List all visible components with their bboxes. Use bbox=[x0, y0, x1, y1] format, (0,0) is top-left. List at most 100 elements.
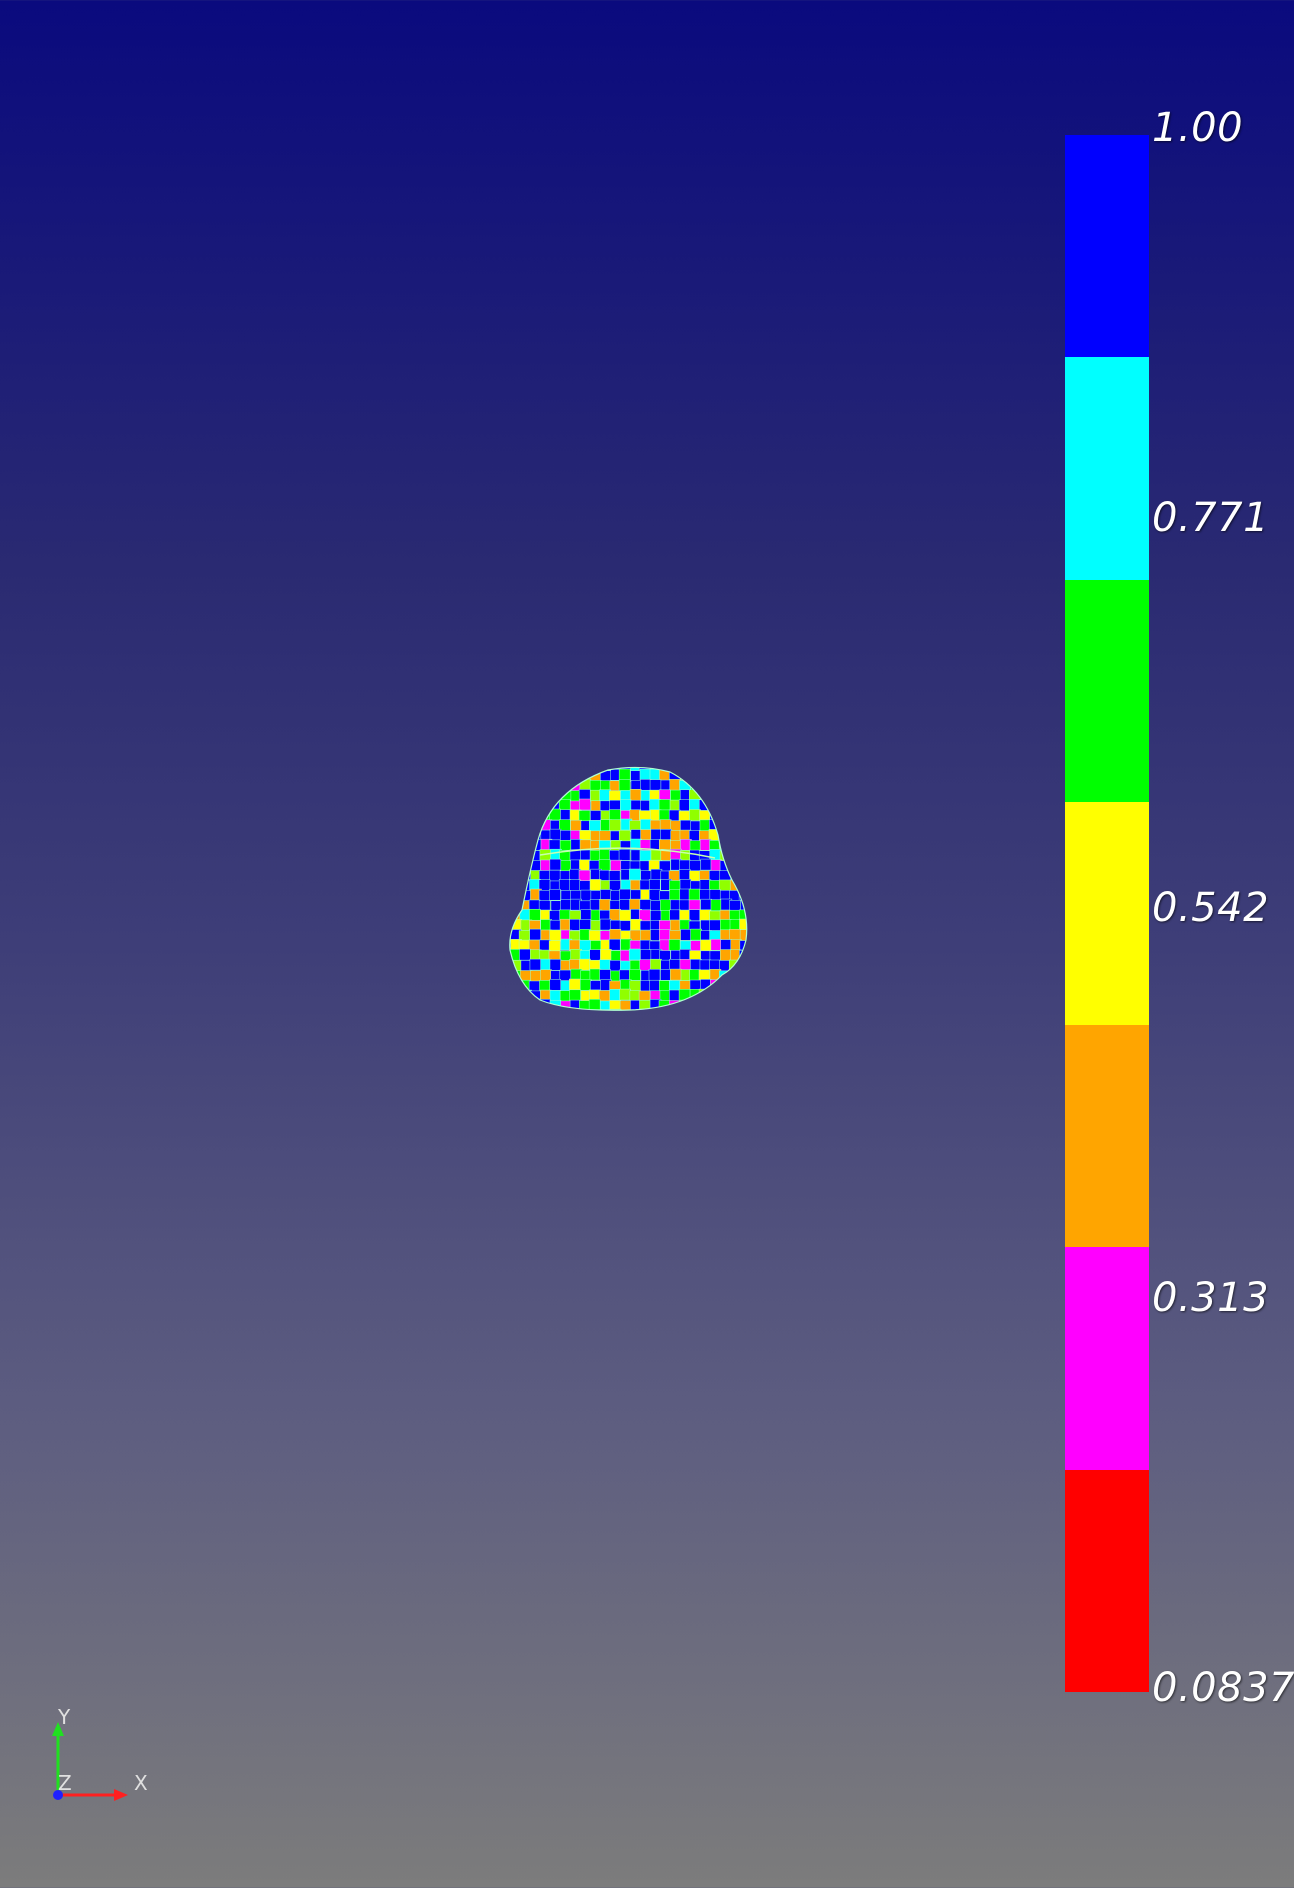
mesh-cell bbox=[579, 979, 592, 991]
mesh-cell bbox=[510, 990, 523, 1003]
mesh-cell bbox=[608, 870, 621, 882]
mesh-cell bbox=[739, 849, 747, 861]
mesh-cell bbox=[750, 970, 760, 981]
mesh-cell bbox=[579, 798, 591, 811]
mesh-cell bbox=[569, 978, 581, 991]
mesh-cell bbox=[689, 767, 702, 772]
mesh-cell bbox=[679, 909, 691, 922]
mesh-cell bbox=[689, 809, 701, 821]
mesh-cell bbox=[530, 769, 542, 781]
mesh-cell bbox=[590, 810, 602, 822]
mesh-cell bbox=[509, 919, 512, 931]
mesh-cell bbox=[700, 858, 713, 871]
mesh-cell bbox=[750, 1010, 760, 1020]
mesh-cell bbox=[600, 767, 612, 771]
mesh-cell bbox=[679, 999, 691, 1011]
mesh-cell bbox=[569, 959, 581, 971]
mesh-cell bbox=[688, 899, 701, 912]
mesh-cell bbox=[739, 767, 747, 772]
mesh-cell bbox=[619, 920, 632, 932]
mesh-cell bbox=[509, 969, 512, 982]
mesh-cell bbox=[509, 989, 512, 1002]
mesh-cell bbox=[619, 969, 631, 982]
legend-band-1 bbox=[1065, 357, 1149, 580]
mesh-cell bbox=[679, 767, 692, 771]
mesh-cell bbox=[690, 999, 702, 1011]
mesh-cell bbox=[620, 799, 632, 811]
mesh-cell bbox=[519, 799, 532, 811]
mesh-cell bbox=[578, 767, 591, 772]
mesh-cell bbox=[608, 938, 621, 951]
mesh-cell bbox=[749, 921, 760, 932]
mesh-cell bbox=[509, 879, 513, 891]
mesh-cell bbox=[549, 767, 561, 772]
mesh-cell bbox=[539, 789, 551, 801]
mesh-cell bbox=[600, 1009, 612, 1011]
mesh-cell bbox=[509, 769, 521, 781]
legend-band-0 bbox=[1065, 135, 1149, 358]
mesh-cell bbox=[579, 859, 591, 872]
mesh-object[interactable] bbox=[500, 760, 760, 1020]
mesh-cell bbox=[509, 839, 521, 851]
mesh-cell bbox=[739, 778, 747, 791]
mesh-cell bbox=[518, 859, 531, 872]
mesh-cell bbox=[729, 788, 741, 801]
mesh-cell bbox=[660, 969, 672, 981]
mesh-cell bbox=[690, 940, 702, 952]
mesh-cell bbox=[629, 969, 641, 981]
mesh-cell bbox=[740, 859, 747, 872]
mesh-cell bbox=[560, 1009, 573, 1011]
mesh-cell bbox=[678, 799, 691, 811]
mesh-cell bbox=[749, 829, 760, 840]
mesh-cell bbox=[568, 767, 581, 773]
mesh-outline bbox=[509, 766, 748, 1011]
mesh-cell bbox=[579, 919, 591, 931]
mesh-cell bbox=[699, 1009, 712, 1011]
mesh-cell bbox=[720, 770, 732, 782]
mesh-cell bbox=[699, 999, 711, 1011]
mesh-cell bbox=[549, 888, 561, 901]
mesh-cell bbox=[719, 949, 732, 961]
mesh-cell bbox=[669, 889, 681, 901]
mesh-cell bbox=[680, 839, 692, 851]
mesh-cell bbox=[678, 899, 691, 912]
mesh-cell bbox=[640, 829, 652, 841]
mesh-cell bbox=[509, 799, 521, 811]
mesh-cell bbox=[578, 869, 591, 882]
mesh-cell bbox=[559, 840, 572, 852]
mesh-cell bbox=[679, 959, 692, 971]
mesh-cell bbox=[749, 819, 760, 830]
mesh-cell bbox=[710, 789, 722, 802]
mesh-cell bbox=[680, 819, 692, 832]
mesh-cell bbox=[509, 870, 521, 882]
mesh-cell bbox=[720, 789, 733, 801]
mesh-cell bbox=[699, 889, 711, 901]
mesh-cell bbox=[609, 909, 621, 921]
mesh-cell bbox=[519, 790, 531, 802]
mesh-cell bbox=[679, 768, 692, 781]
mesh-cell bbox=[569, 989, 581, 1002]
mesh-cell bbox=[629, 898, 641, 911]
mesh-cell bbox=[730, 810, 742, 822]
mesh-cell bbox=[620, 1011, 631, 1020]
mesh-cell bbox=[520, 830, 532, 843]
mesh-cell bbox=[509, 789, 521, 802]
legend-band-5 bbox=[1065, 1247, 1149, 1470]
mesh-cell bbox=[751, 809, 760, 820]
mesh-cell bbox=[570, 819, 582, 832]
mesh-cell bbox=[628, 948, 641, 961]
mesh-cell bbox=[709, 799, 722, 811]
mesh-cell bbox=[710, 769, 722, 781]
mesh-cell bbox=[751, 930, 760, 941]
mesh-cell bbox=[700, 779, 712, 791]
mesh-cell bbox=[718, 829, 731, 841]
legend-label-min: 0.0837 bbox=[1152, 1665, 1294, 1711]
mesh-cell bbox=[558, 799, 571, 811]
mesh-cell bbox=[738, 768, 747, 781]
mesh-cell bbox=[610, 859, 622, 872]
mesh-cell bbox=[549, 919, 562, 932]
mesh-cell bbox=[619, 888, 631, 901]
mesh-cell bbox=[750, 990, 760, 1001]
mesh-cell bbox=[609, 809, 621, 821]
